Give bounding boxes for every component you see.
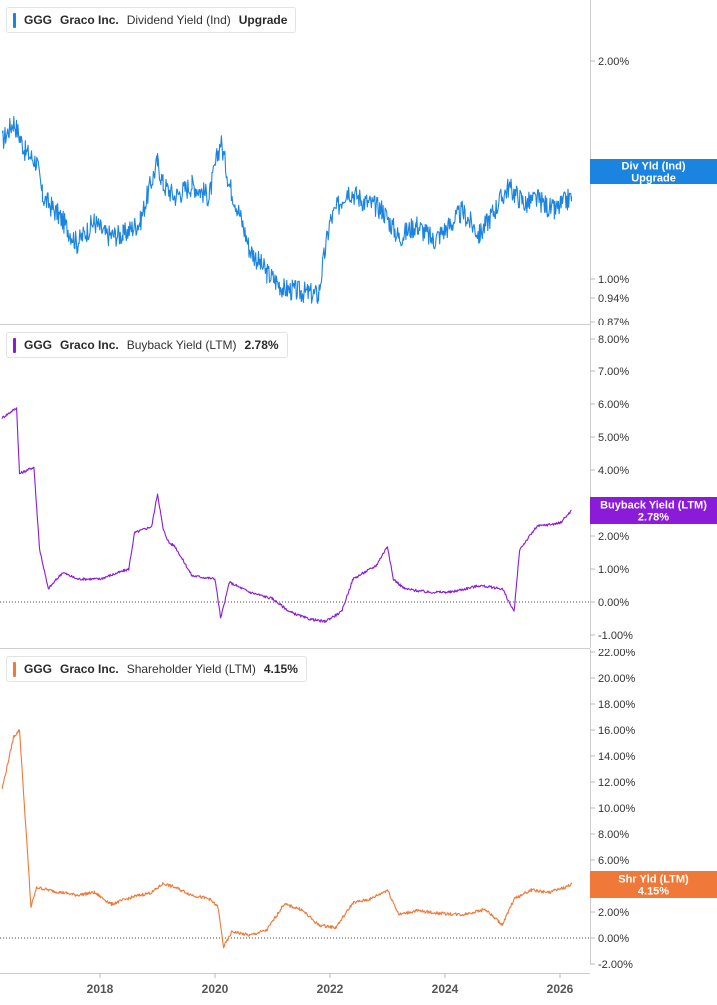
y-tick-label: 22.00% (598, 649, 636, 659)
y-tick-label: 20.00% (598, 673, 636, 685)
current-value-badge: Buyback Yield (LTM)2.78% (590, 497, 717, 524)
y-tick-label: -2.00% (598, 959, 633, 971)
company-name-label: Graco Inc. (60, 13, 119, 27)
y-tick-label: 6.00% (598, 399, 629, 411)
series-color-swatch (13, 337, 16, 353)
badge-value-label: 2.78% (638, 512, 669, 524)
badge-metric-label: Shr Yld (LTM) (618, 874, 689, 886)
shareholder-yield-panel: GGG Graco Inc. Shareholder Yield (LTM) 4… (0, 649, 717, 1005)
shareholder-yield-chart[interactable]: 22.00% 20.00% 18.00% 16.00% 14.00% 12.00% 10.0… (0, 649, 717, 1005)
y-tick-label: 1.00% (598, 564, 629, 576)
y-tick-label: 0.94% (598, 293, 629, 305)
ticker-label: GGG (24, 662, 53, 676)
y-tick-label: 16.00% (598, 725, 636, 737)
series-color-swatch (13, 661, 16, 677)
y-tick-label: 8.00% (598, 334, 629, 346)
dividend-yield-legend[interactable]: GGG Graco Inc. Dividend Yield (Ind) Upgr… (6, 7, 297, 33)
y-tick-label: 1.00% (598, 274, 629, 286)
y-tick-label: 0.00% (598, 933, 629, 945)
metric-label: Dividend Yield (Ind) (126, 13, 231, 27)
legend-value: 2.78% (244, 338, 279, 352)
badge-value-label: 4.15% (638, 886, 669, 898)
current-value-badge: Shr Yld (LTM)4.15% (590, 871, 717, 898)
dividend-yield-chart[interactable]: 2.00%1.00%0.94%0.87%Div Yld (Ind)Upgrade (0, 0, 717, 325)
x-tick-label: 2026 (547, 982, 574, 996)
badge-metric-label: Div Yld (Ind) (622, 161, 686, 173)
y-tick-label: -1.00% (598, 630, 633, 642)
y-tick-label: 2.00% (598, 56, 629, 68)
series-line (1, 116, 573, 304)
y-tick-label: 10.00% (598, 803, 636, 815)
badge-background (590, 871, 717, 898)
badge-metric-label: Buyback Yield (LTM) (600, 500, 707, 512)
x-tick-label: 2022 (317, 982, 344, 996)
x-tick-label: 2020 (202, 982, 229, 996)
badge-background (590, 159, 717, 184)
company-name-label: Graco Inc. (60, 338, 119, 352)
y-tick-label: 6.00% (598, 855, 629, 867)
ticker-label: GGG (24, 338, 53, 352)
panel-divider (0, 648, 590, 649)
badge-value-label: Upgrade (631, 173, 676, 185)
series-line (1, 729, 573, 949)
shareholder-yield-legend[interactable]: GGG Graco Inc. Shareholder Yield (LTM) 4… (6, 656, 307, 682)
current-value-badge: Div Yld (Ind)Upgrade (590, 159, 717, 185)
company-name-label: Graco Inc. (60, 662, 119, 676)
y-tick-label: 0.87% (598, 317, 629, 325)
y-tick-label: 2.00% (598, 907, 629, 919)
badge-background (590, 497, 717, 524)
y-tick-label: 2.00% (598, 531, 629, 543)
y-tick-label: 8.00% (598, 829, 629, 841)
dividend-yield-panel: GGG Graco Inc. Dividend Yield (Ind) Upgr… (0, 0, 717, 325)
y-tick-label: 18.00% (598, 699, 636, 711)
series-line (1, 407, 572, 623)
buyback-yield-panel: GGG Graco Inc. Buyback Yield (LTM) 2.78%… (0, 325, 717, 648)
x-tick-label: 2018 (87, 982, 114, 996)
y-tick-label: 4.00% (598, 465, 629, 477)
y-tick-label: 0.00% (598, 597, 629, 609)
y-tick-label: 14.00% (598, 751, 636, 763)
y-tick-label: 7.00% (598, 366, 629, 378)
buyback-yield-chart[interactable]: 8.00% 7.00% 6.00% 5.00% 4.00% 2.00% 1.00% 0.00%… (0, 325, 717, 648)
y-tick-label: 12.00% (598, 777, 636, 789)
legend-value: Upgrade (238, 13, 288, 27)
metric-label: Buyback Yield (LTM) (126, 338, 237, 352)
series-color-swatch (13, 12, 16, 28)
x-tick-label: 2024 (432, 982, 459, 996)
y-tick-label: 5.00% (598, 432, 629, 444)
ticker-label: GGG (24, 13, 53, 27)
panel-divider (0, 324, 590, 325)
buyback-yield-legend[interactable]: GGG Graco Inc. Buyback Yield (LTM) 2.78% (6, 332, 288, 358)
metric-label: Shareholder Yield (LTM) (126, 662, 256, 676)
legend-value: 4.15% (263, 662, 298, 676)
